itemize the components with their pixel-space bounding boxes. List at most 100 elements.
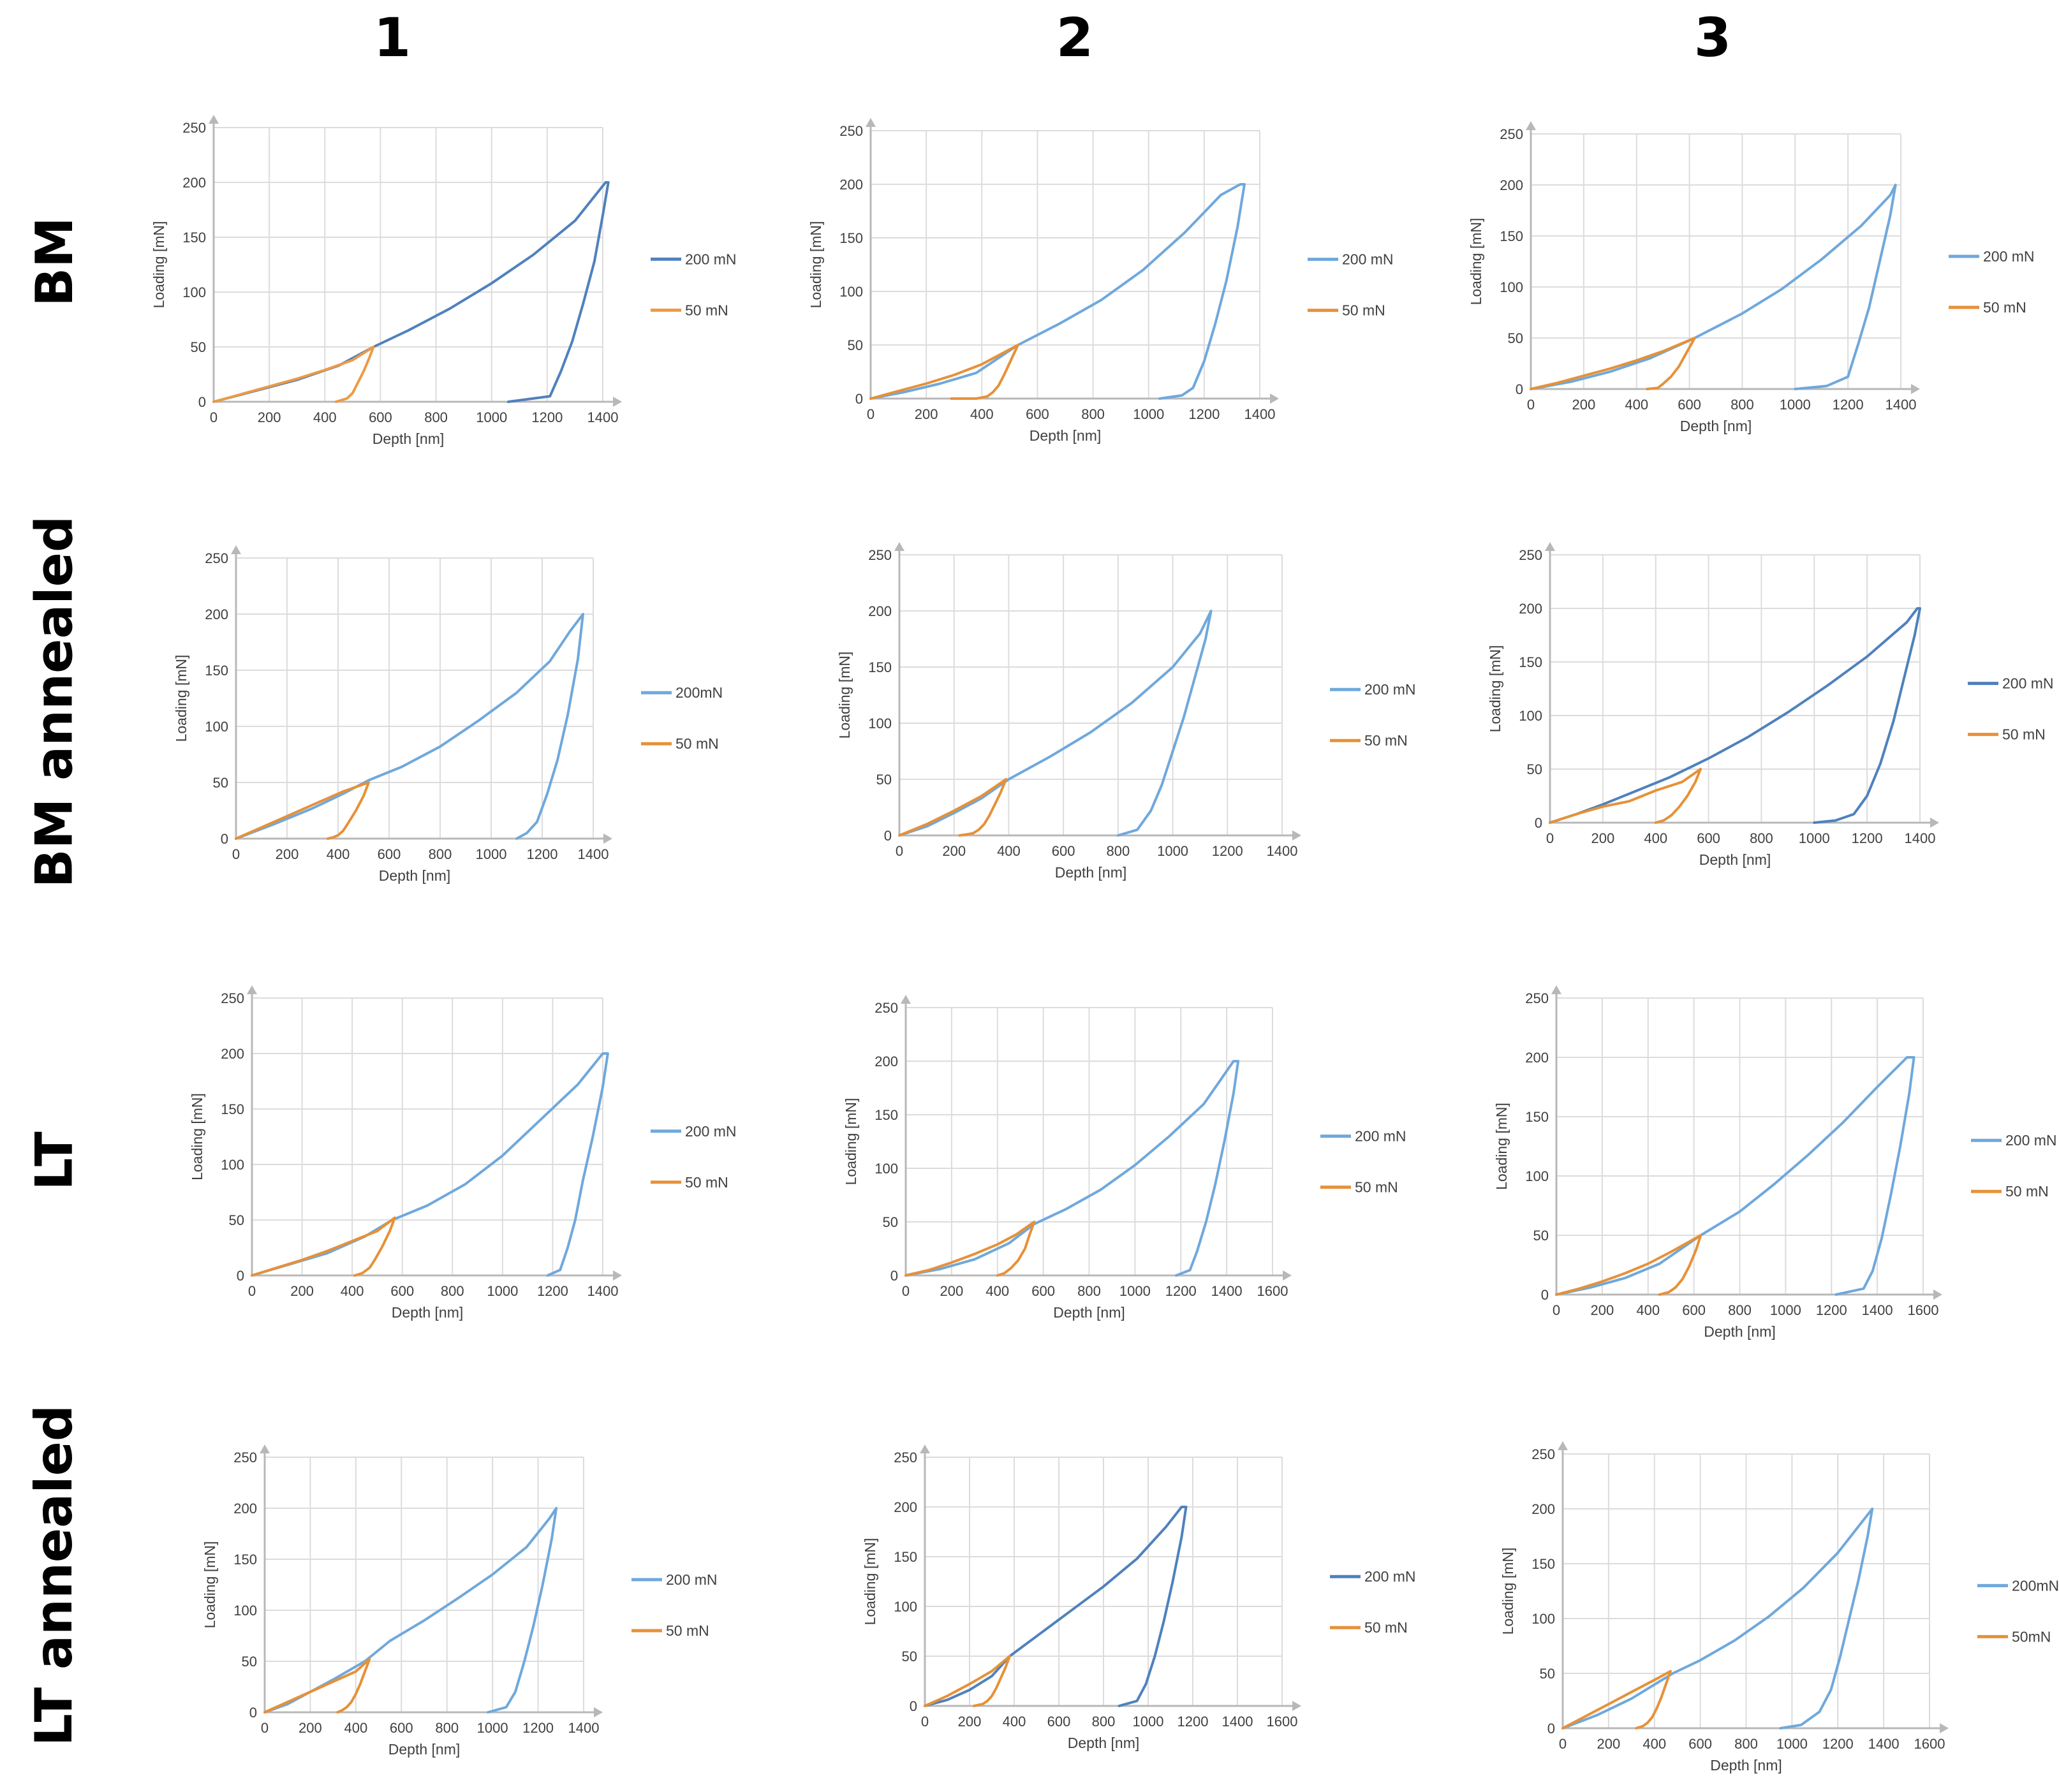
chart-panel-lt-2: 0 200 400 600 800 1000 1200 1400 1600 0 50 100 150 20… — [836, 995, 1496, 1339]
x-tick-label: 1200 — [1165, 1283, 1197, 1299]
legend-label: 200mN — [675, 684, 723, 701]
x-tick-label: 600 — [1047, 1714, 1071, 1730]
y-tick-label: 250 — [1525, 990, 1549, 1006]
x-tick-label: 1400 — [1905, 830, 1936, 846]
y-tick-label: 200 — [182, 175, 206, 191]
y-tick-label: 0 — [910, 1698, 917, 1714]
gridlines — [1549, 554, 1921, 823]
gridlines — [870, 130, 1260, 399]
y-tick-label: 100 — [839, 284, 863, 300]
row-header-bm: BM — [0, 166, 108, 357]
y-tick-label: 50 — [1508, 330, 1523, 346]
x-tick-label: 200 — [258, 409, 281, 425]
gridlines — [1562, 1453, 1930, 1729]
y-tick-label: 100 — [868, 716, 892, 731]
y-axis-arrow — [866, 118, 876, 127]
x-tick-label: 400 — [1003, 1714, 1026, 1730]
y-tick-label: 50 — [1540, 1666, 1555, 1682]
x-tick-label: 1200 — [1852, 830, 1883, 846]
x-tick-label: 200 — [915, 406, 938, 422]
gridlines — [1556, 997, 1924, 1295]
x-axis-arrow — [1911, 384, 1920, 394]
legend-label: 50 mN — [2002, 726, 2046, 743]
y-tick-label: 50 — [1527, 761, 1542, 777]
x-tick-label: 800 — [1081, 406, 1105, 422]
x-tick-label: 1400 — [1244, 406, 1276, 422]
y-axis-label: Loading [mN] — [189, 1093, 205, 1180]
series-line-50mn — [1530, 337, 1696, 390]
chart-svg: 0 200 400 600 800 1000 1200 1400 1600 0 50 100 150 20… — [1493, 985, 2057, 1340]
y-axis-label: Loading [mN] — [808, 221, 824, 309]
gridlines — [1530, 133, 1901, 390]
y-tick-label: 50 — [883, 1214, 898, 1230]
y-tick-label: 150 — [894, 1549, 917, 1565]
x-tick-label: 200 — [958, 1714, 982, 1730]
y-tick-label: 150 — [1500, 228, 1523, 244]
legend-label: 50 mN — [1983, 299, 2026, 316]
x-axis-label: Depth [nm] — [1699, 851, 1771, 868]
x-tick-label: 600 — [1052, 843, 1075, 859]
y-tick-label: 50 — [902, 1649, 917, 1664]
x-tick-label: 1000 — [1119, 1283, 1151, 1299]
legend-label: 200 mN — [666, 1571, 718, 1588]
x-tick-label: 800 — [1077, 1283, 1101, 1299]
x-tick-label: 1200 — [537, 1283, 568, 1299]
legend-label: 50 mN — [1364, 1619, 1408, 1636]
x-tick-label: 200 — [1591, 1302, 1614, 1318]
y-axis-label: Loading [mN] — [862, 1538, 878, 1626]
gridlines — [251, 997, 603, 1276]
y-tick-label: 0 — [1535, 815, 1542, 831]
x-tick-label: 600 — [1031, 1283, 1055, 1299]
y-tick-label: 100 — [182, 284, 206, 300]
x-tick-label: 400 — [970, 406, 994, 422]
x-tick-label: 200 — [290, 1283, 314, 1299]
legend-label: 200 mN — [685, 1123, 737, 1140]
chart-panel-lt-annealed-3: 0 200 400 600 800 1000 1200 1400 1600 0 50 100 150 20… — [1493, 1441, 2059, 1792]
x-tick-label: 200 — [942, 843, 966, 859]
column-header-3: 3 — [1694, 6, 1732, 69]
row-header-bm-annealed: BM annealed — [0, 515, 108, 888]
x-tick-label: 0 — [210, 409, 218, 425]
chart-svg: 0 200 400 600 800 1000 1200 1400 0 50 100 150 200 250… — [1487, 542, 2054, 868]
x-axis-label: Depth [nm] — [1068, 1735, 1140, 1751]
column-header-2: 2 — [1056, 6, 1094, 69]
y-axis-arrow — [901, 995, 911, 1004]
series-line-200mn — [904, 1060, 1240, 1277]
y-tick-label: 200 — [894, 1499, 917, 1515]
x-axis-arrow — [603, 834, 612, 844]
y-tick-label: 150 — [868, 659, 892, 675]
x-tick-label: 800 — [441, 1283, 464, 1299]
y-axis-label: Loading [mN] — [1500, 1548, 1516, 1635]
y-axis-arrow — [1545, 542, 1555, 551]
y-tick-label: 150 — [875, 1107, 898, 1123]
y-tick-label: 250 — [221, 990, 244, 1006]
x-tick-label: 600 — [1688, 1736, 1712, 1752]
gridlines — [899, 554, 1283, 836]
x-tick-label: 1200 — [1833, 397, 1864, 413]
x-axis-arrow — [594, 1707, 603, 1717]
chart-svg: 0 200 400 600 800 1000 1200 1400 0 50 100 150 200 250… — [808, 118, 1394, 444]
x-tick-label: 1200 — [1188, 406, 1220, 422]
x-tick-label: 800 — [1092, 1714, 1116, 1730]
x-tick-label: 1400 — [587, 409, 619, 425]
y-tick-label: 50 — [213, 775, 228, 791]
legend-label: 200 mN — [1364, 1568, 1416, 1585]
legend-label: 50 mN — [685, 1174, 728, 1191]
x-tick-label: 1000 — [1799, 830, 1830, 846]
y-tick-label: 0 — [221, 831, 228, 847]
x-axis-label: Depth [nm] — [1055, 864, 1127, 881]
x-axis-arrow — [1283, 1270, 1292, 1281]
x-tick-label: 200 — [1572, 397, 1595, 413]
x-tick-label: 600 — [1697, 830, 1720, 846]
y-tick-label: 250 — [182, 120, 206, 136]
x-tick-label: 1000 — [1776, 1736, 1808, 1752]
series-line-50mn — [924, 1655, 1011, 1707]
series-line-50mn — [235, 781, 370, 840]
row-header-lt: LT — [0, 1033, 108, 1288]
y-tick-label: 250 — [839, 123, 863, 139]
chart-panel-lt-annealed-1: 0 200 400 600 800 1000 1200 1400 0 50 100 150 200 250… — [195, 1444, 807, 1776]
legend-label: 50 mN — [666, 1622, 709, 1639]
x-tick-label: 800 — [424, 409, 448, 425]
chart-panel-bm-annealed-2: 0 200 400 600 800 1000 1200 1400 0 50 100 150 200 250… — [829, 542, 1505, 899]
y-tick-label: 0 — [249, 1705, 257, 1721]
